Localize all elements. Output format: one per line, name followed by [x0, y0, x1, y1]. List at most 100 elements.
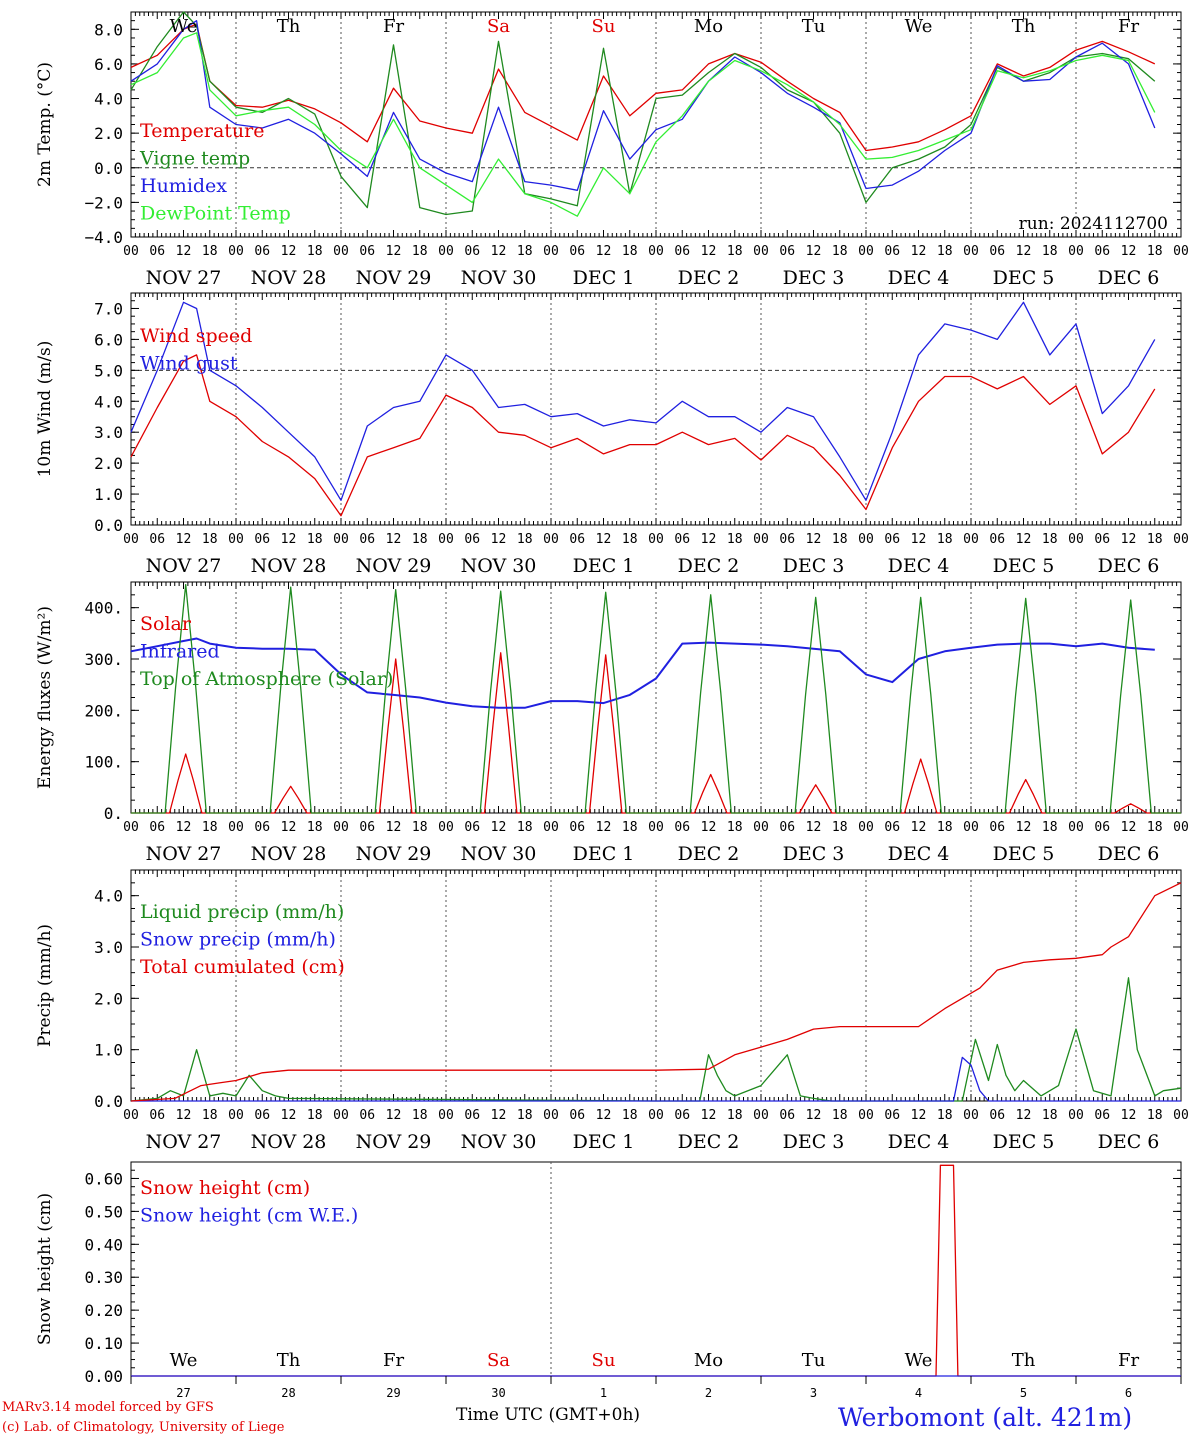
hour-label: 06	[1094, 532, 1110, 547]
y-tick-label: 0.	[104, 804, 123, 823]
hour-label: 06	[254, 820, 270, 835]
hour-label: 12	[911, 532, 927, 547]
hour-label: 12	[701, 1108, 717, 1123]
day-label: DEC 6	[1098, 1131, 1160, 1153]
y-tick-label: 6.0	[94, 55, 123, 74]
hour-label: 00	[543, 820, 559, 835]
lab-credit: (c) Lab. of Climatology, University of L…	[2, 1420, 285, 1435]
series-line	[130, 977, 1182, 1102]
hour-label: 18	[307, 1108, 323, 1123]
hour-label: 18	[412, 532, 428, 547]
hour-label: 12	[281, 1108, 297, 1123]
hour-label: 06	[149, 820, 165, 835]
hour-label: 12	[1016, 1108, 1032, 1123]
hour-label: 00	[543, 532, 559, 547]
hour-label: 00	[648, 532, 664, 547]
hour-label: 18	[622, 532, 638, 547]
hour-label: 18	[832, 244, 848, 259]
y-tick-label: −2.0	[84, 193, 123, 212]
hour-label: 06	[884, 532, 900, 547]
day-label: NOV 27	[146, 267, 222, 289]
hour-label: 00	[543, 244, 559, 259]
hour-label: 00	[333, 1108, 349, 1123]
day-label: NOV 29	[356, 1131, 432, 1153]
day-label: DEC 6	[1098, 267, 1160, 289]
day-label: NOV 29	[356, 843, 432, 865]
weekday-label: We	[170, 1350, 198, 1371]
y-tick-label: 3.0	[94, 938, 123, 957]
y-tick-label: 100.	[84, 753, 123, 772]
hour-label: 18	[307, 820, 323, 835]
hour-label: 00	[648, 820, 664, 835]
day-label: DEC 3	[783, 267, 845, 289]
hour-label: 06	[674, 532, 690, 547]
y-tick-label: 0.00	[84, 1367, 123, 1386]
hour-label: 18	[202, 532, 218, 547]
run-annotation: run: 2024112700	[1019, 214, 1168, 234]
day-label: DEC 5	[993, 1131, 1055, 1153]
hour-label: 00	[543, 1108, 559, 1123]
hour-label: 18	[832, 532, 848, 547]
legend-entry: Temperature	[140, 120, 264, 142]
weekday-label: Sa	[487, 1350, 510, 1371]
station-name: Werbomont (alt. 421m)	[838, 1403, 1133, 1432]
hour-label: 18	[622, 1108, 638, 1123]
hour-label: 06	[779, 244, 795, 259]
hour-label: 00	[648, 244, 664, 259]
hour-label: 00	[228, 532, 244, 547]
weekday-label: Fr	[383, 16, 404, 37]
panel-1: −4.0 −2.0 0.0 2.0 4.0 6.0 8.0 2m Temp. (°C) Temp…	[35, 11, 1189, 289]
weekday-label: Fr	[1118, 16, 1139, 37]
hour-label: 12	[701, 244, 717, 259]
legend-entry: DewPoint Temp	[140, 203, 291, 225]
y-tick-label: 5.0	[94, 361, 123, 380]
hour-label: 00	[228, 820, 244, 835]
hour-label: 18	[937, 532, 953, 547]
hour-label: 18	[1147, 820, 1163, 835]
hour-label: 18	[202, 244, 218, 259]
hour-label: 12	[911, 1108, 927, 1123]
hour-label: 06	[884, 1108, 900, 1123]
series-line	[130, 23, 1156, 152]
weekday-label: We	[905, 16, 933, 37]
hour-label: 12	[1121, 1108, 1137, 1123]
day-label: DEC 2	[678, 267, 740, 289]
hour-label: 12	[281, 532, 297, 547]
weekday-label: Sa	[487, 16, 510, 37]
weekday-label: Su	[592, 1350, 616, 1371]
weekday-label: Tu	[802, 1350, 826, 1371]
hour-label: 12	[911, 820, 927, 835]
day-number: 2	[705, 1386, 712, 1400]
weekday-label: Tu	[802, 16, 826, 37]
panel-3: 0. 100. 200. 300. 400. Energy fluxes (W/m²) So…	[35, 581, 1189, 865]
day-label: DEC 5	[993, 267, 1055, 289]
hour-label: 12	[596, 820, 612, 835]
hour-label: 18	[1042, 820, 1058, 835]
y-tick-label: 2.0	[94, 989, 123, 1008]
hour-label: 12	[596, 244, 612, 259]
legend-entry: Top of Atmosphere (Solar)	[140, 668, 393, 690]
model-credit: MARv3.14 model forced by GFS	[2, 1400, 214, 1415]
hour-label: 00	[963, 820, 979, 835]
day-number: 28	[281, 1386, 295, 1400]
hour-label: 06	[674, 244, 690, 259]
day-label: NOV 27	[146, 555, 222, 577]
hour-label: 12	[1016, 244, 1032, 259]
legend-entry: Wind speed	[140, 325, 252, 347]
hour-label: 12	[491, 1108, 507, 1123]
hour-label: 00	[858, 1108, 874, 1123]
hour-label: 00	[1068, 820, 1084, 835]
hour-label: 06	[779, 532, 795, 547]
hour-label: 00	[333, 244, 349, 259]
hour-label: 12	[806, 820, 822, 835]
hour-label: 12	[1121, 244, 1137, 259]
day-number: 27	[176, 1386, 190, 1400]
hour-label: 00	[963, 1108, 979, 1123]
hour-label: 06	[989, 1108, 1005, 1123]
y-tick-label: 300.	[84, 650, 123, 669]
hour-label: 06	[779, 820, 795, 835]
hour-label: 00	[228, 1108, 244, 1123]
day-label: NOV 27	[146, 843, 222, 865]
series-line	[130, 882, 1182, 1102]
hour-label: 18	[1147, 532, 1163, 547]
